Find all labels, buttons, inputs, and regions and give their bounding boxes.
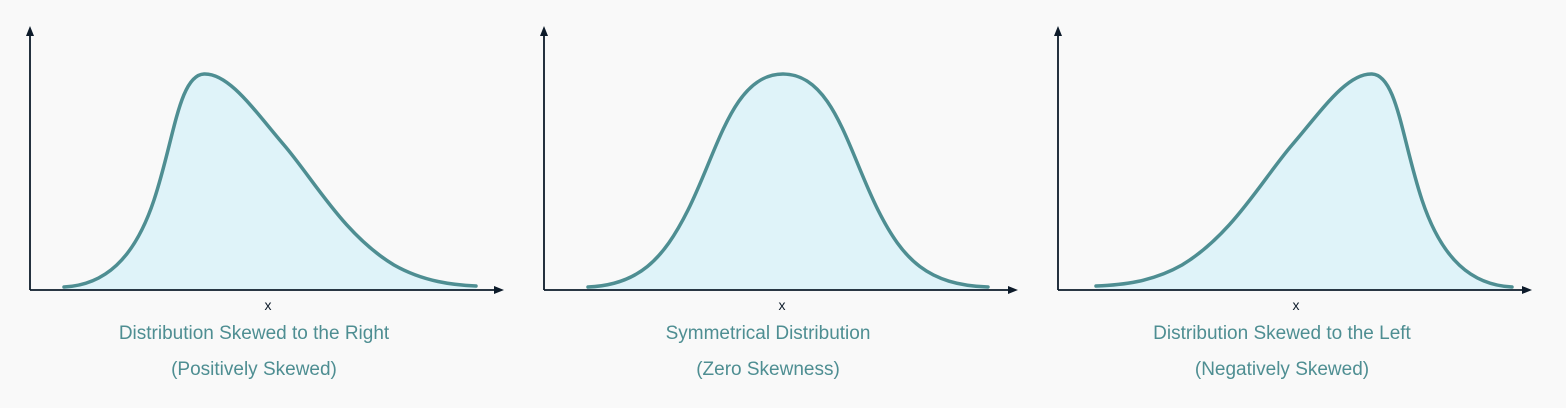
y-axis-arrow-icon: [540, 26, 548, 36]
panel-title: Distribution Skewed to the Right: [118, 323, 390, 344]
x-axis-arrow-icon: [1522, 286, 1532, 294]
y-axis-arrow-icon: [26, 26, 34, 36]
curve-fill: [64, 73, 476, 291]
panel-subtitle: (Zero Skewness): [696, 359, 840, 380]
distribution-curve: [62, 72, 478, 289]
curve-fill: [1096, 73, 1512, 291]
curve-fill: [588, 74, 988, 290]
x-axis-arrow-icon: [1008, 286, 1018, 294]
x-axis-label: x: [1293, 297, 1300, 313]
panel-subtitle: (Positively Skewed): [171, 359, 337, 380]
x-axis-label: x: [265, 297, 272, 313]
panel-title: Symmetrical Distribution: [665, 323, 871, 344]
y-axis-arrow-icon: [1054, 26, 1062, 36]
chart-right-skewed: x: [26, 26, 504, 313]
panel-left-skewed: x Distribution Skewed to the Left (Negat…: [1042, 0, 1542, 408]
x-axis-arrow-icon: [494, 286, 504, 294]
panel-subtitle: (Negatively Skewed): [1194, 359, 1370, 380]
distribution-curve: [1094, 72, 1514, 289]
distribution-curve: [586, 72, 990, 289]
panel-right-skewed: x Distribution Skewed to the Right (Posi…: [14, 0, 514, 408]
chart-left-skewed: x: [1054, 26, 1532, 313]
panel-title: Distribution Skewed to the Left: [1153, 323, 1411, 344]
panel-symmetrical: x Symmetrical Distribution (Zero Skewnes…: [528, 0, 1028, 408]
chart-symmetrical: x: [540, 26, 1018, 313]
x-axis-label: x: [779, 297, 786, 313]
